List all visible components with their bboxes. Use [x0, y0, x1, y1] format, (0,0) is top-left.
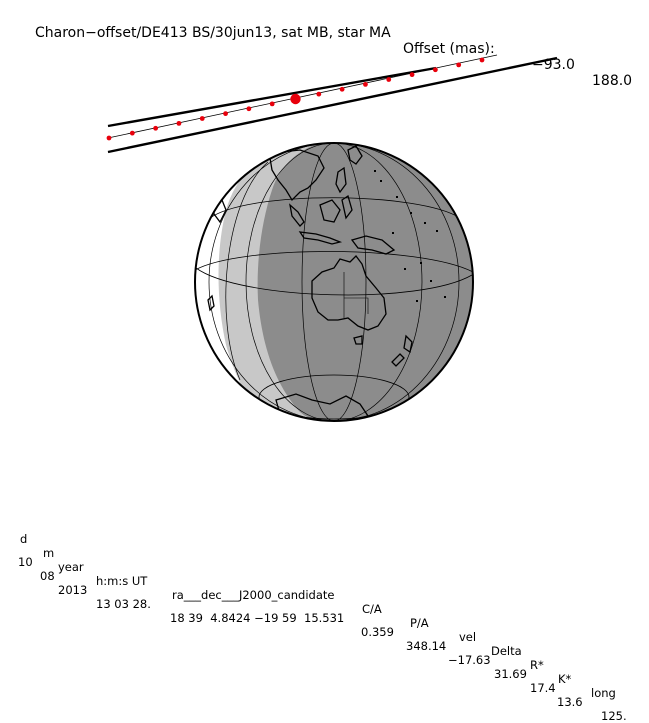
val-pa: 348.14: [406, 639, 447, 653]
val-delta: 31.69: [494, 667, 527, 681]
val-ca: 0.359: [361, 625, 394, 639]
track-dot-central: [290, 93, 301, 105]
track-dot: [223, 111, 228, 117]
meridians: [208, 143, 460, 421]
occultation-diagram: [106, 54, 558, 422]
track-dot: [176, 120, 182, 126]
track-dot: [409, 72, 415, 78]
col-header-d: d: [20, 532, 28, 546]
track-dot: [269, 101, 275, 107]
track-dot: [363, 81, 368, 87]
earth-globe: [194, 142, 474, 422]
val-radec: 18 39 4.8424 −19 59 15.531: [170, 611, 345, 625]
track-dot: [199, 116, 205, 121]
val-rstar: 17.4: [530, 681, 556, 695]
title-text: Charon−offset/DE413 BS/30jun13, sat MB, …: [35, 25, 391, 41]
track-dot: [479, 57, 485, 63]
val-kstar: 13.6: [557, 695, 583, 709]
track-dot: [153, 125, 159, 131]
track-dot: [432, 67, 438, 73]
track-north-limit: [107, 66, 437, 128]
track-dot: [456, 62, 462, 68]
night-zone: [257, 143, 473, 421]
track-centerline: [107, 54, 498, 139]
offset-y-value: 188.0: [592, 73, 633, 89]
parallels: [195, 197, 473, 420]
track-dot: [339, 86, 345, 92]
table-value-row: 10 08 2013 13 03 28. 18 39 4.8424 −19 59…: [0, 541, 649, 723]
val-year: 2013: [58, 583, 88, 597]
val-time: 13 03 28.: [96, 597, 151, 611]
track-south-limit: [107, 56, 558, 154]
track-dot: [106, 135, 112, 141]
state-borders: [343, 272, 369, 318]
track-dots: [106, 57, 485, 141]
val-m: 08: [40, 569, 55, 583]
track-dot: [386, 77, 392, 82]
val-vel: −17.63: [448, 653, 491, 667]
track-dot: [129, 130, 135, 136]
offset-label: Offset (mas):: [403, 41, 495, 57]
val-long: 125.: [601, 709, 627, 723]
track-dot: [316, 91, 322, 97]
islands: [374, 170, 446, 302]
coastlines: [207, 145, 413, 421]
val-d: 10: [18, 555, 33, 569]
col-header-m: m: [43, 546, 55, 560]
track-dot: [246, 106, 252, 112]
